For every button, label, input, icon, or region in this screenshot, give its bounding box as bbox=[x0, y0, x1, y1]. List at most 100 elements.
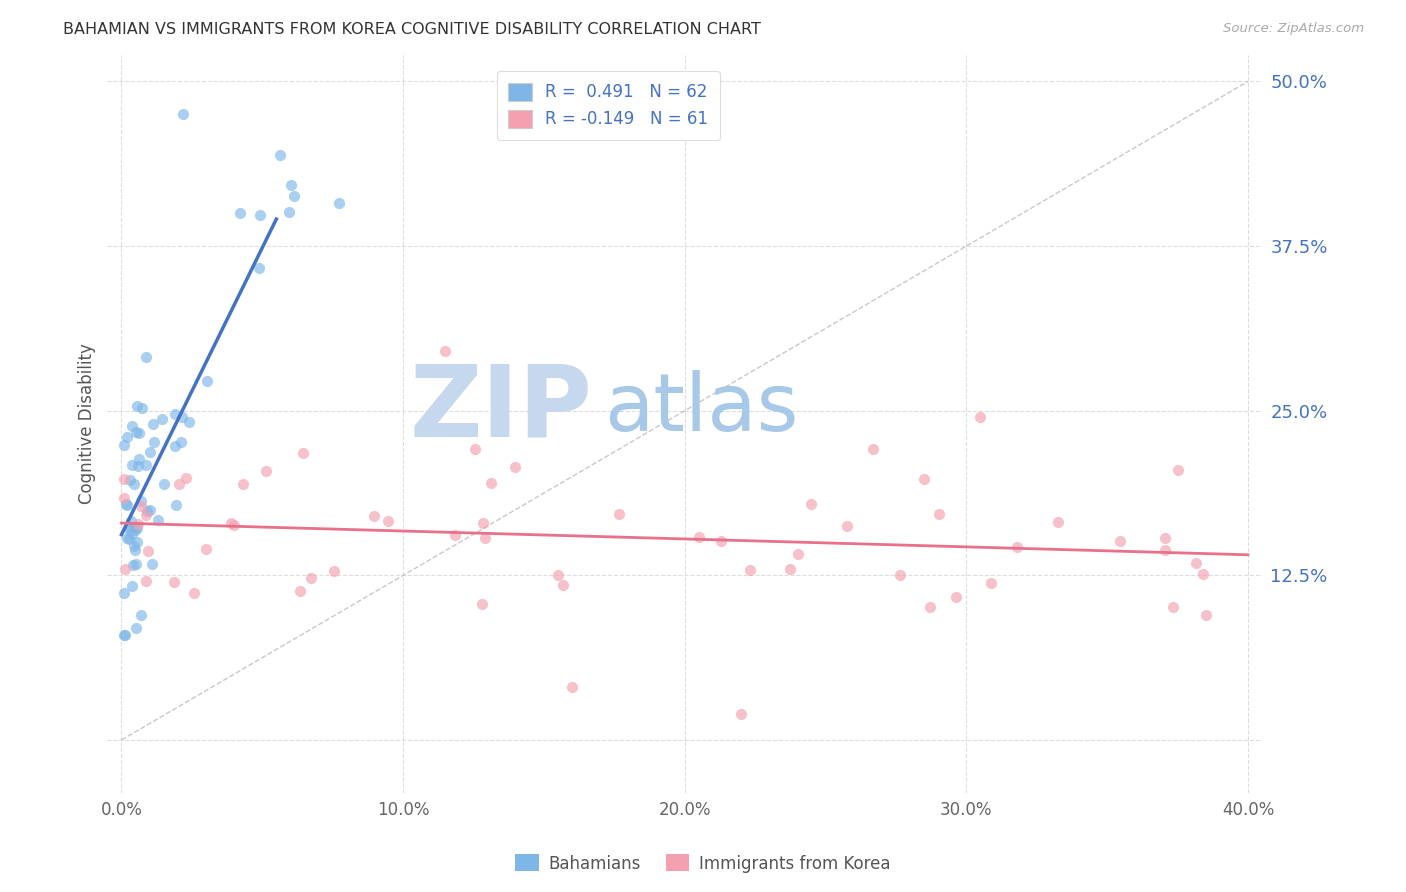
Point bbox=[219, 516, 242, 530]
Point bbox=[121, 419, 143, 434]
Point bbox=[553, 578, 575, 592]
Point bbox=[152, 412, 174, 426]
Legend: R =  0.491   N = 62, R = -0.149   N = 61: R = 0.491 N = 62, R = -0.149 N = 61 bbox=[496, 70, 720, 140]
Point bbox=[128, 451, 150, 466]
Point bbox=[112, 473, 135, 487]
Point bbox=[1153, 543, 1175, 558]
Legend: Bahamians, Immigrants from Korea: Bahamians, Immigrants from Korea bbox=[509, 847, 897, 880]
Point bbox=[269, 148, 291, 162]
Point bbox=[139, 503, 162, 517]
Point bbox=[434, 344, 457, 359]
Point bbox=[122, 558, 145, 572]
Point bbox=[249, 208, 271, 222]
Point bbox=[228, 206, 250, 220]
Point bbox=[444, 528, 467, 542]
Point bbox=[288, 584, 311, 599]
Point bbox=[980, 576, 1002, 591]
Point bbox=[129, 493, 152, 508]
Point bbox=[128, 425, 150, 440]
Point bbox=[1047, 516, 1070, 530]
Point bbox=[183, 585, 205, 599]
Point bbox=[740, 563, 762, 577]
Point bbox=[1109, 534, 1132, 549]
Point bbox=[112, 627, 135, 641]
Point bbox=[142, 417, 165, 432]
Point bbox=[1185, 556, 1208, 570]
Point bbox=[835, 519, 858, 533]
Point bbox=[1192, 567, 1215, 582]
Point bbox=[174, 471, 197, 485]
Point bbox=[177, 415, 200, 429]
Point bbox=[139, 445, 162, 459]
Point bbox=[115, 497, 138, 511]
Point bbox=[124, 543, 146, 558]
Text: ZIP: ZIP bbox=[409, 360, 592, 458]
Point bbox=[124, 557, 146, 571]
Point bbox=[153, 476, 176, 491]
Point bbox=[118, 520, 141, 534]
Point bbox=[125, 535, 148, 549]
Point bbox=[249, 261, 271, 276]
Point bbox=[163, 407, 186, 421]
Point bbox=[136, 544, 159, 558]
Point bbox=[607, 508, 630, 522]
Point bbox=[323, 565, 346, 579]
Point bbox=[124, 621, 146, 635]
Point bbox=[141, 558, 163, 572]
Point bbox=[127, 516, 149, 531]
Point bbox=[170, 409, 193, 424]
Point bbox=[889, 568, 911, 582]
Point bbox=[172, 107, 194, 121]
Point bbox=[117, 522, 139, 536]
Point bbox=[280, 178, 302, 192]
Point bbox=[121, 458, 143, 472]
Point bbox=[121, 579, 143, 593]
Point bbox=[1195, 607, 1218, 622]
Point bbox=[291, 446, 314, 460]
Point bbox=[167, 477, 190, 491]
Point bbox=[377, 514, 399, 528]
Point bbox=[112, 491, 135, 505]
Point bbox=[688, 530, 710, 544]
Point bbox=[124, 520, 146, 534]
Point bbox=[135, 508, 157, 522]
Point bbox=[730, 706, 752, 721]
Point bbox=[710, 533, 733, 548]
Point bbox=[464, 442, 486, 457]
Text: BAHAMIAN VS IMMIGRANTS FROM KOREA COGNITIVE DISABILITY CORRELATION CHART: BAHAMIAN VS IMMIGRANTS FROM KOREA COGNIT… bbox=[63, 22, 761, 37]
Point bbox=[127, 521, 149, 535]
Point bbox=[165, 439, 187, 453]
Point bbox=[125, 425, 148, 439]
Point bbox=[165, 498, 187, 512]
Point bbox=[135, 350, 157, 364]
Point bbox=[122, 476, 145, 491]
Point bbox=[1154, 531, 1177, 545]
Point bbox=[121, 527, 143, 541]
Point bbox=[503, 460, 526, 475]
Point bbox=[124, 523, 146, 537]
Text: atlas: atlas bbox=[603, 370, 799, 448]
Point bbox=[547, 567, 569, 582]
Point bbox=[129, 607, 152, 622]
Point bbox=[862, 442, 884, 457]
Point bbox=[918, 599, 941, 614]
Point bbox=[131, 401, 153, 415]
Point bbox=[1005, 540, 1028, 554]
Point bbox=[232, 477, 254, 491]
Point bbox=[134, 574, 156, 588]
Point bbox=[472, 516, 495, 530]
Point bbox=[143, 434, 166, 449]
Point bbox=[299, 571, 322, 585]
Point bbox=[277, 205, 299, 219]
Point bbox=[114, 627, 136, 641]
Point bbox=[779, 562, 801, 576]
Point bbox=[115, 430, 138, 444]
Point bbox=[787, 547, 810, 561]
Point bbox=[135, 458, 157, 472]
Point bbox=[114, 562, 136, 576]
Point bbox=[127, 458, 149, 473]
Point bbox=[112, 438, 135, 452]
Point bbox=[169, 435, 191, 450]
Point bbox=[224, 518, 246, 533]
Point bbox=[194, 541, 217, 556]
